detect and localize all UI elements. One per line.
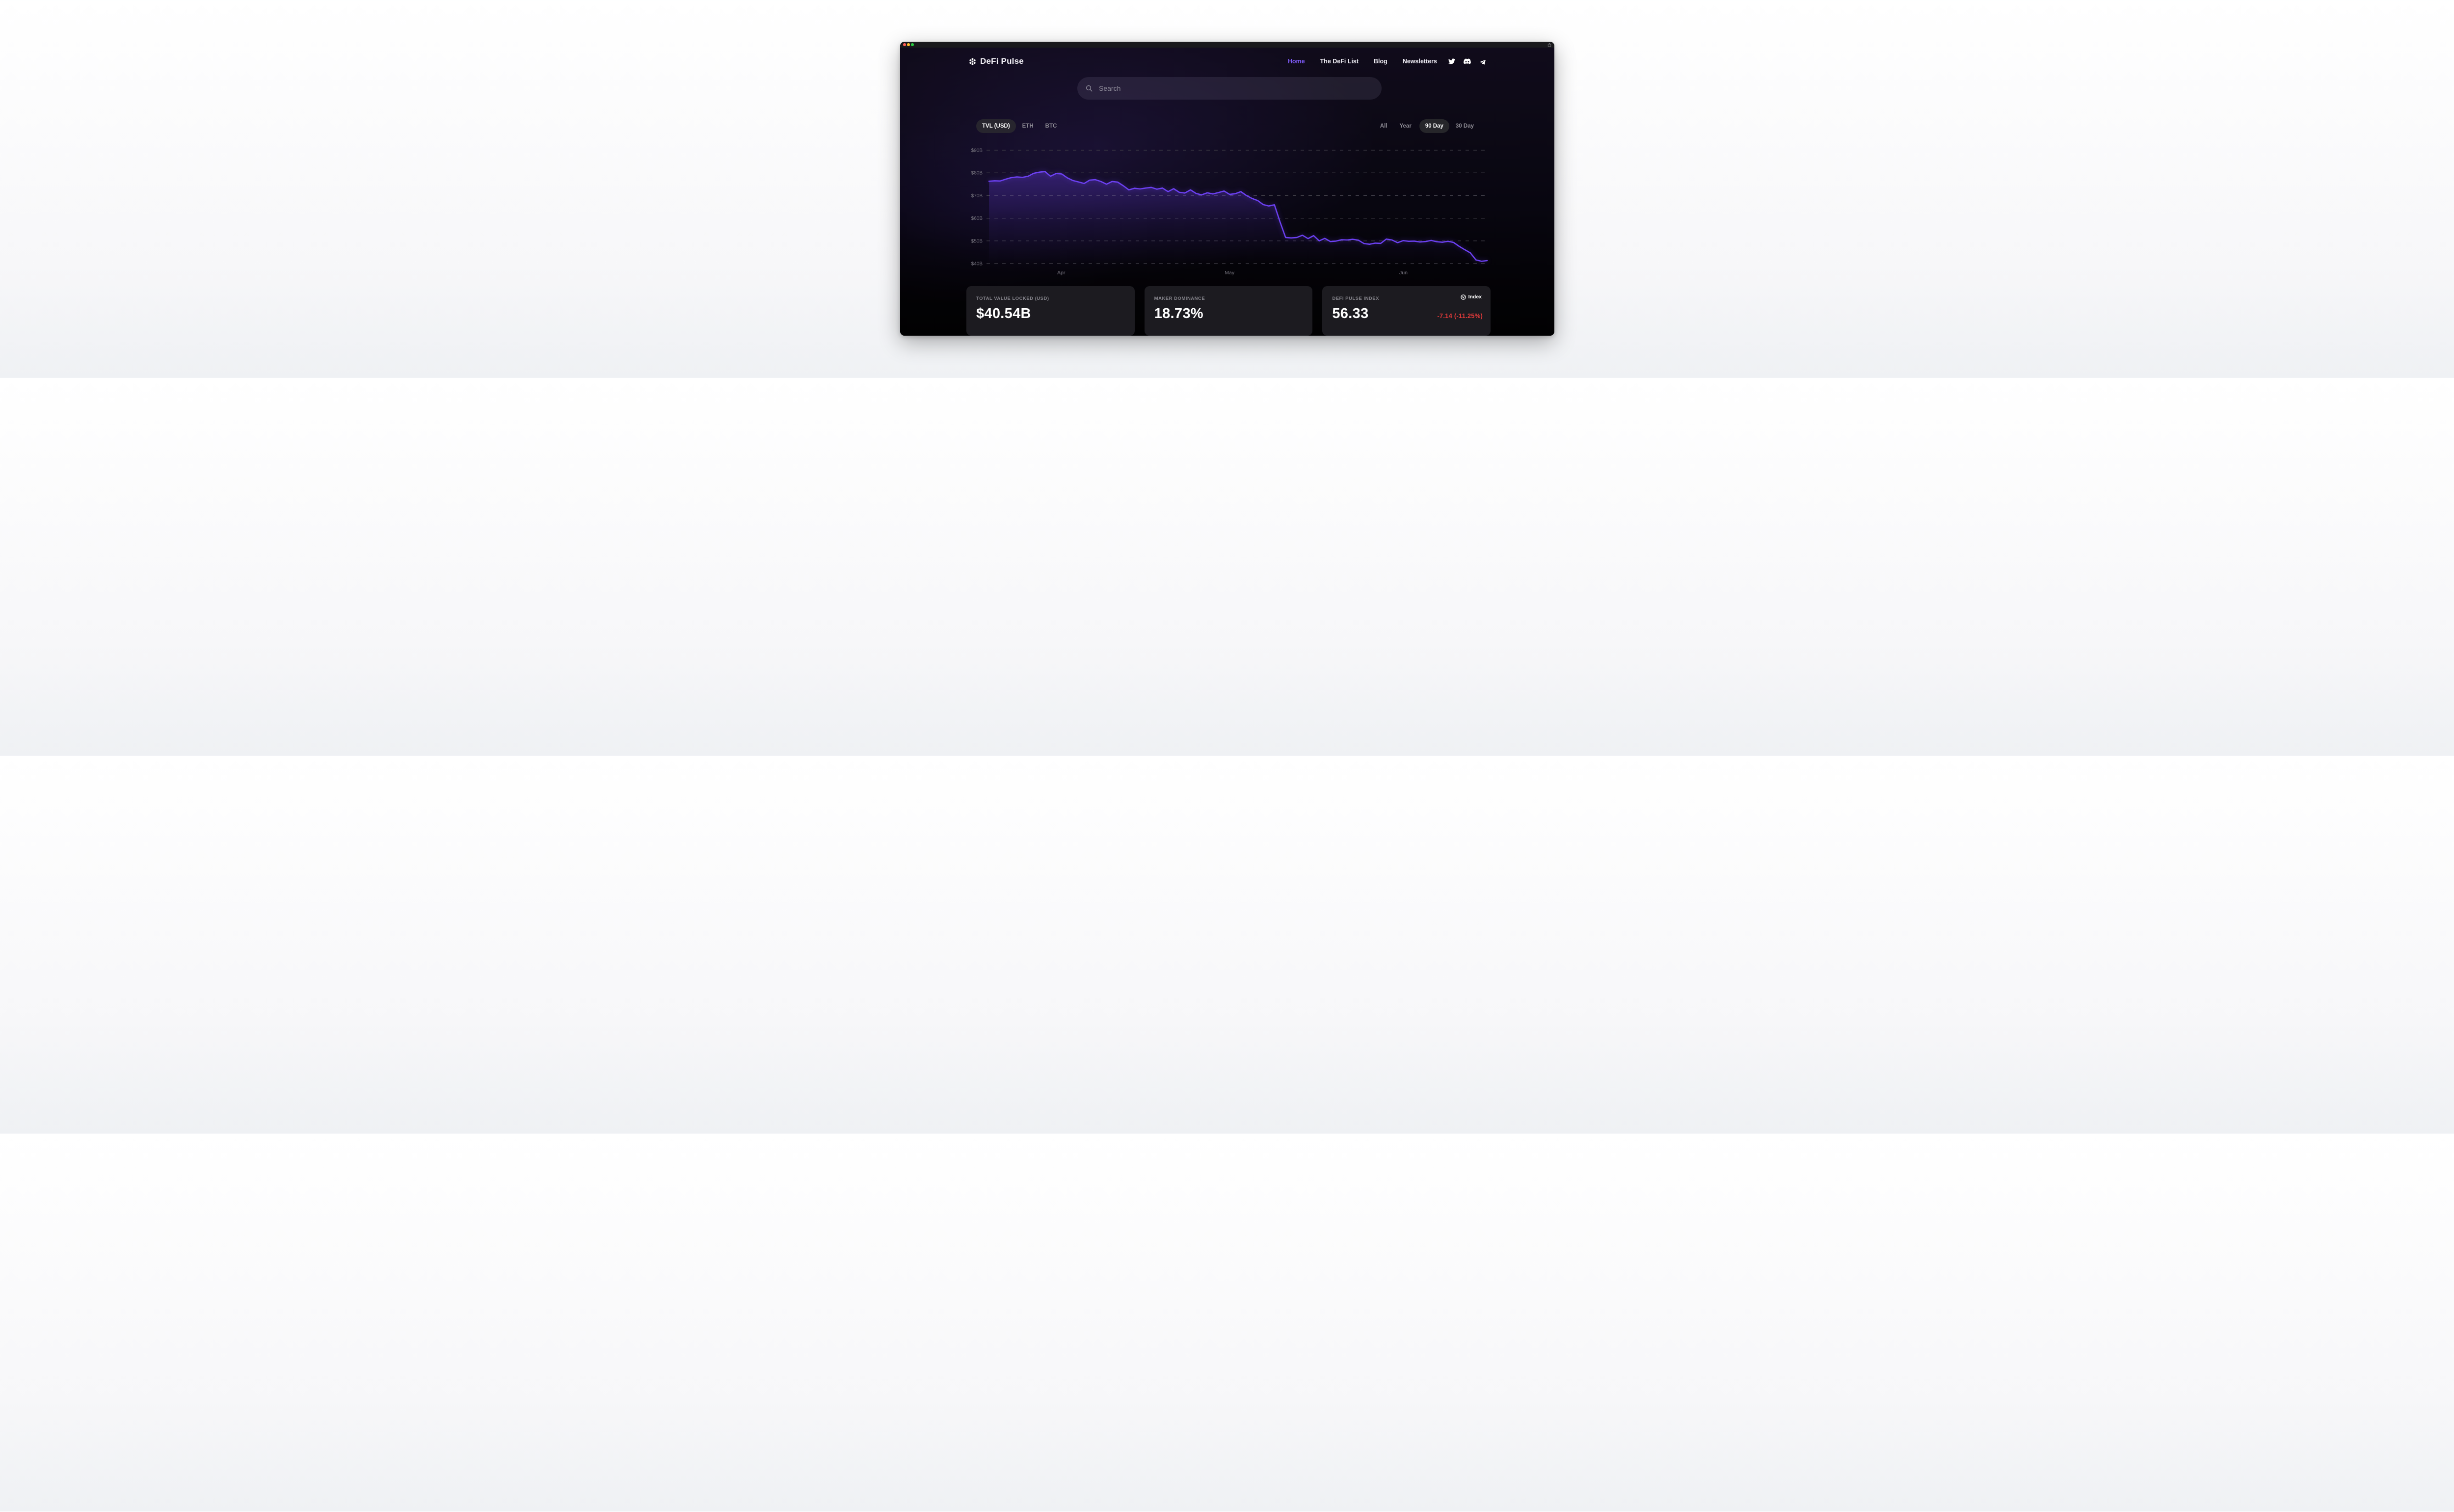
main-nav: Home The DeFi List Blog Newsletters (1273, 56, 1486, 66)
svg-text:Apr: Apr (1057, 270, 1066, 276)
window-titlebar (900, 42, 1554, 48)
card-defi-pulse-index: DEFI PULSE INDEX 56.33 Index -7.14 (-11.… (1322, 286, 1491, 336)
card-label: DEFI PULSE INDEX (1332, 296, 1379, 301)
search-bar[interactable] (1077, 77, 1382, 100)
svg-text:May: May (1225, 270, 1235, 276)
logo[interactable]: DeFi Pulse (968, 56, 1024, 66)
index-coop-icon (1460, 294, 1466, 300)
stats-cards: TOTAL VALUE LOCKED (USD) $40.54B MAKER D… (966, 286, 1491, 336)
tvl-value: $40.54B (976, 306, 1031, 321)
card-total-value-locked: TOTAL VALUE LOCKED (USD) $40.54B (966, 286, 1135, 336)
svg-text:$80B: $80B (971, 171, 983, 176)
tab-eth[interactable]: ETH (1022, 123, 1034, 129)
nav-defi-list[interactable]: The DeFi List (1320, 58, 1359, 65)
svg-text:$70B: $70B (971, 193, 983, 199)
card-maker-dominance: MAKER DOMINANCE 18.73% (1144, 286, 1313, 336)
svg-text:$60B: $60B (971, 216, 983, 221)
defipulse-site: DeFi Pulse Home The DeFi List Blog Newsl… (900, 48, 1554, 336)
search-input[interactable] (1098, 84, 1373, 93)
currency-tabs: TVL (USD) ETH BTC (976, 119, 1057, 133)
range-tabs: All Year 90 Day 30 Day (1380, 119, 1474, 133)
screenshot-stage: DeFi Pulse Home The DeFi List Blog Newsl… (859, 0, 1595, 378)
tab-year[interactable]: Year (1399, 123, 1412, 129)
social-links (1448, 58, 1486, 65)
tvl-area-chart: $90B $80B $70B $60B $50B $40B Apr May Jun (971, 148, 1488, 276)
discord-icon[interactable] (1464, 58, 1471, 64)
logo-text: DeFi Pulse (980, 56, 1024, 66)
telegram-icon[interactable] (1479, 58, 1486, 65)
browser-window: DeFi Pulse Home The DeFi List Blog Newsl… (900, 42, 1554, 336)
svg-text:$40B: $40B (971, 262, 983, 267)
tab-30-day[interactable]: 30 Day (1455, 123, 1474, 129)
tab-all[interactable]: All (1380, 123, 1387, 129)
defipulse-logo-icon (969, 57, 976, 65)
defi-pulse-index-value: 56.33 (1332, 306, 1369, 321)
nav-home[interactable]: Home (1287, 58, 1305, 65)
svg-text:$50B: $50B (971, 239, 983, 244)
card-label: TOTAL VALUE LOCKED (USD) (976, 296, 1049, 301)
tab-tvl-usd[interactable]: TVL (USD) (976, 119, 1016, 133)
svg-text:$90B: $90B (971, 148, 983, 154)
index-change: -7.14 (-11.25%) (1437, 312, 1483, 319)
nav-newsletters[interactable]: Newsletters (1402, 58, 1437, 65)
maker-dominance-value: 18.73% (1154, 306, 1203, 321)
tab-btc[interactable]: BTC (1045, 123, 1057, 129)
traffic-light-minimize[interactable] (907, 43, 910, 46)
nav-blog[interactable]: Blog (1374, 58, 1387, 65)
svg-text:Jun: Jun (1399, 270, 1408, 276)
share-icon[interactable] (1547, 42, 1551, 47)
search-icon (1086, 85, 1093, 92)
card-label: MAKER DOMINANCE (1154, 296, 1205, 301)
traffic-light-zoom[interactable] (911, 43, 914, 46)
traffic-light-close[interactable] (903, 43, 906, 46)
index-badge-label: Index (1468, 294, 1482, 300)
tab-90-day[interactable]: 90 Day (1419, 119, 1449, 133)
twitter-icon[interactable] (1448, 58, 1455, 64)
index-badge[interactable]: Index (1460, 294, 1482, 300)
